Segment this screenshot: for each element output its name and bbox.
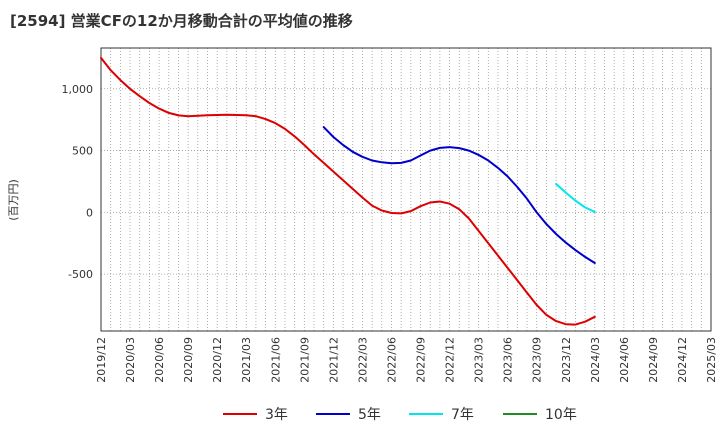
x-tick-label: 2023/03 xyxy=(473,337,486,383)
x-tick-label: 2023/06 xyxy=(502,337,515,383)
series-line-5年 xyxy=(322,126,596,264)
x-tick-label: 2021/03 xyxy=(240,337,253,383)
series-line-3年 xyxy=(100,56,596,326)
x-tick-label: 2022/03 xyxy=(356,337,369,383)
y-tick-label: 500 xyxy=(72,145,93,158)
y-axis-label: (百万円) xyxy=(7,179,20,221)
x-tick-label: 2024/09 xyxy=(647,337,660,383)
x-tick-label: 2022/06 xyxy=(385,337,398,383)
x-tick-label: 2020/06 xyxy=(153,337,166,383)
x-tick-label: 2023/12 xyxy=(560,337,573,383)
x-tick-label: 2022/09 xyxy=(415,337,428,383)
x-tick-label: 2021/09 xyxy=(298,337,311,383)
x-tick-label: 2024/12 xyxy=(676,337,689,383)
x-tick-label: 2020/03 xyxy=(124,337,137,383)
series-line-7年 xyxy=(555,182,596,213)
y-tick-label: -500 xyxy=(68,268,93,281)
series-lines xyxy=(100,56,596,326)
legend-label: 3年 xyxy=(265,407,288,423)
chart-title: [2594] 営業CFの12か月移動合計の平均値の推移 xyxy=(10,12,353,30)
x-axis-ticks: 2019/12 2020/03 2020/06 2020/09 2020/12 2021/… xyxy=(95,337,718,383)
x-tick-label: 2024/06 xyxy=(618,337,631,383)
grid-lines xyxy=(101,48,711,331)
y-axis-ticks: -500 0 500 1,000 xyxy=(62,83,94,281)
legend-label: 7年 xyxy=(451,407,474,423)
x-tick-label: 2021/12 xyxy=(327,337,340,383)
x-tick-label: 2020/12 xyxy=(211,337,224,383)
x-tick-label: 2020/09 xyxy=(182,337,195,383)
x-tick-label: 2021/06 xyxy=(269,337,282,383)
x-tick-label: 2025/03 xyxy=(705,337,718,383)
x-tick-label: 2023/09 xyxy=(531,337,544,383)
plot-frame xyxy=(100,47,712,332)
y-tick-label: 0 xyxy=(86,206,93,219)
x-tick-label: 2022/12 xyxy=(444,337,457,383)
legend-label: 10年 xyxy=(545,407,577,423)
y-tick-label: 1,000 xyxy=(62,83,94,96)
x-tick-label: 2019/12 xyxy=(95,337,108,383)
x-tick-label: 2024/03 xyxy=(589,337,602,383)
legend-label: 5年 xyxy=(358,407,381,423)
legend: 3年 5年 7年 10年 xyxy=(223,407,577,423)
